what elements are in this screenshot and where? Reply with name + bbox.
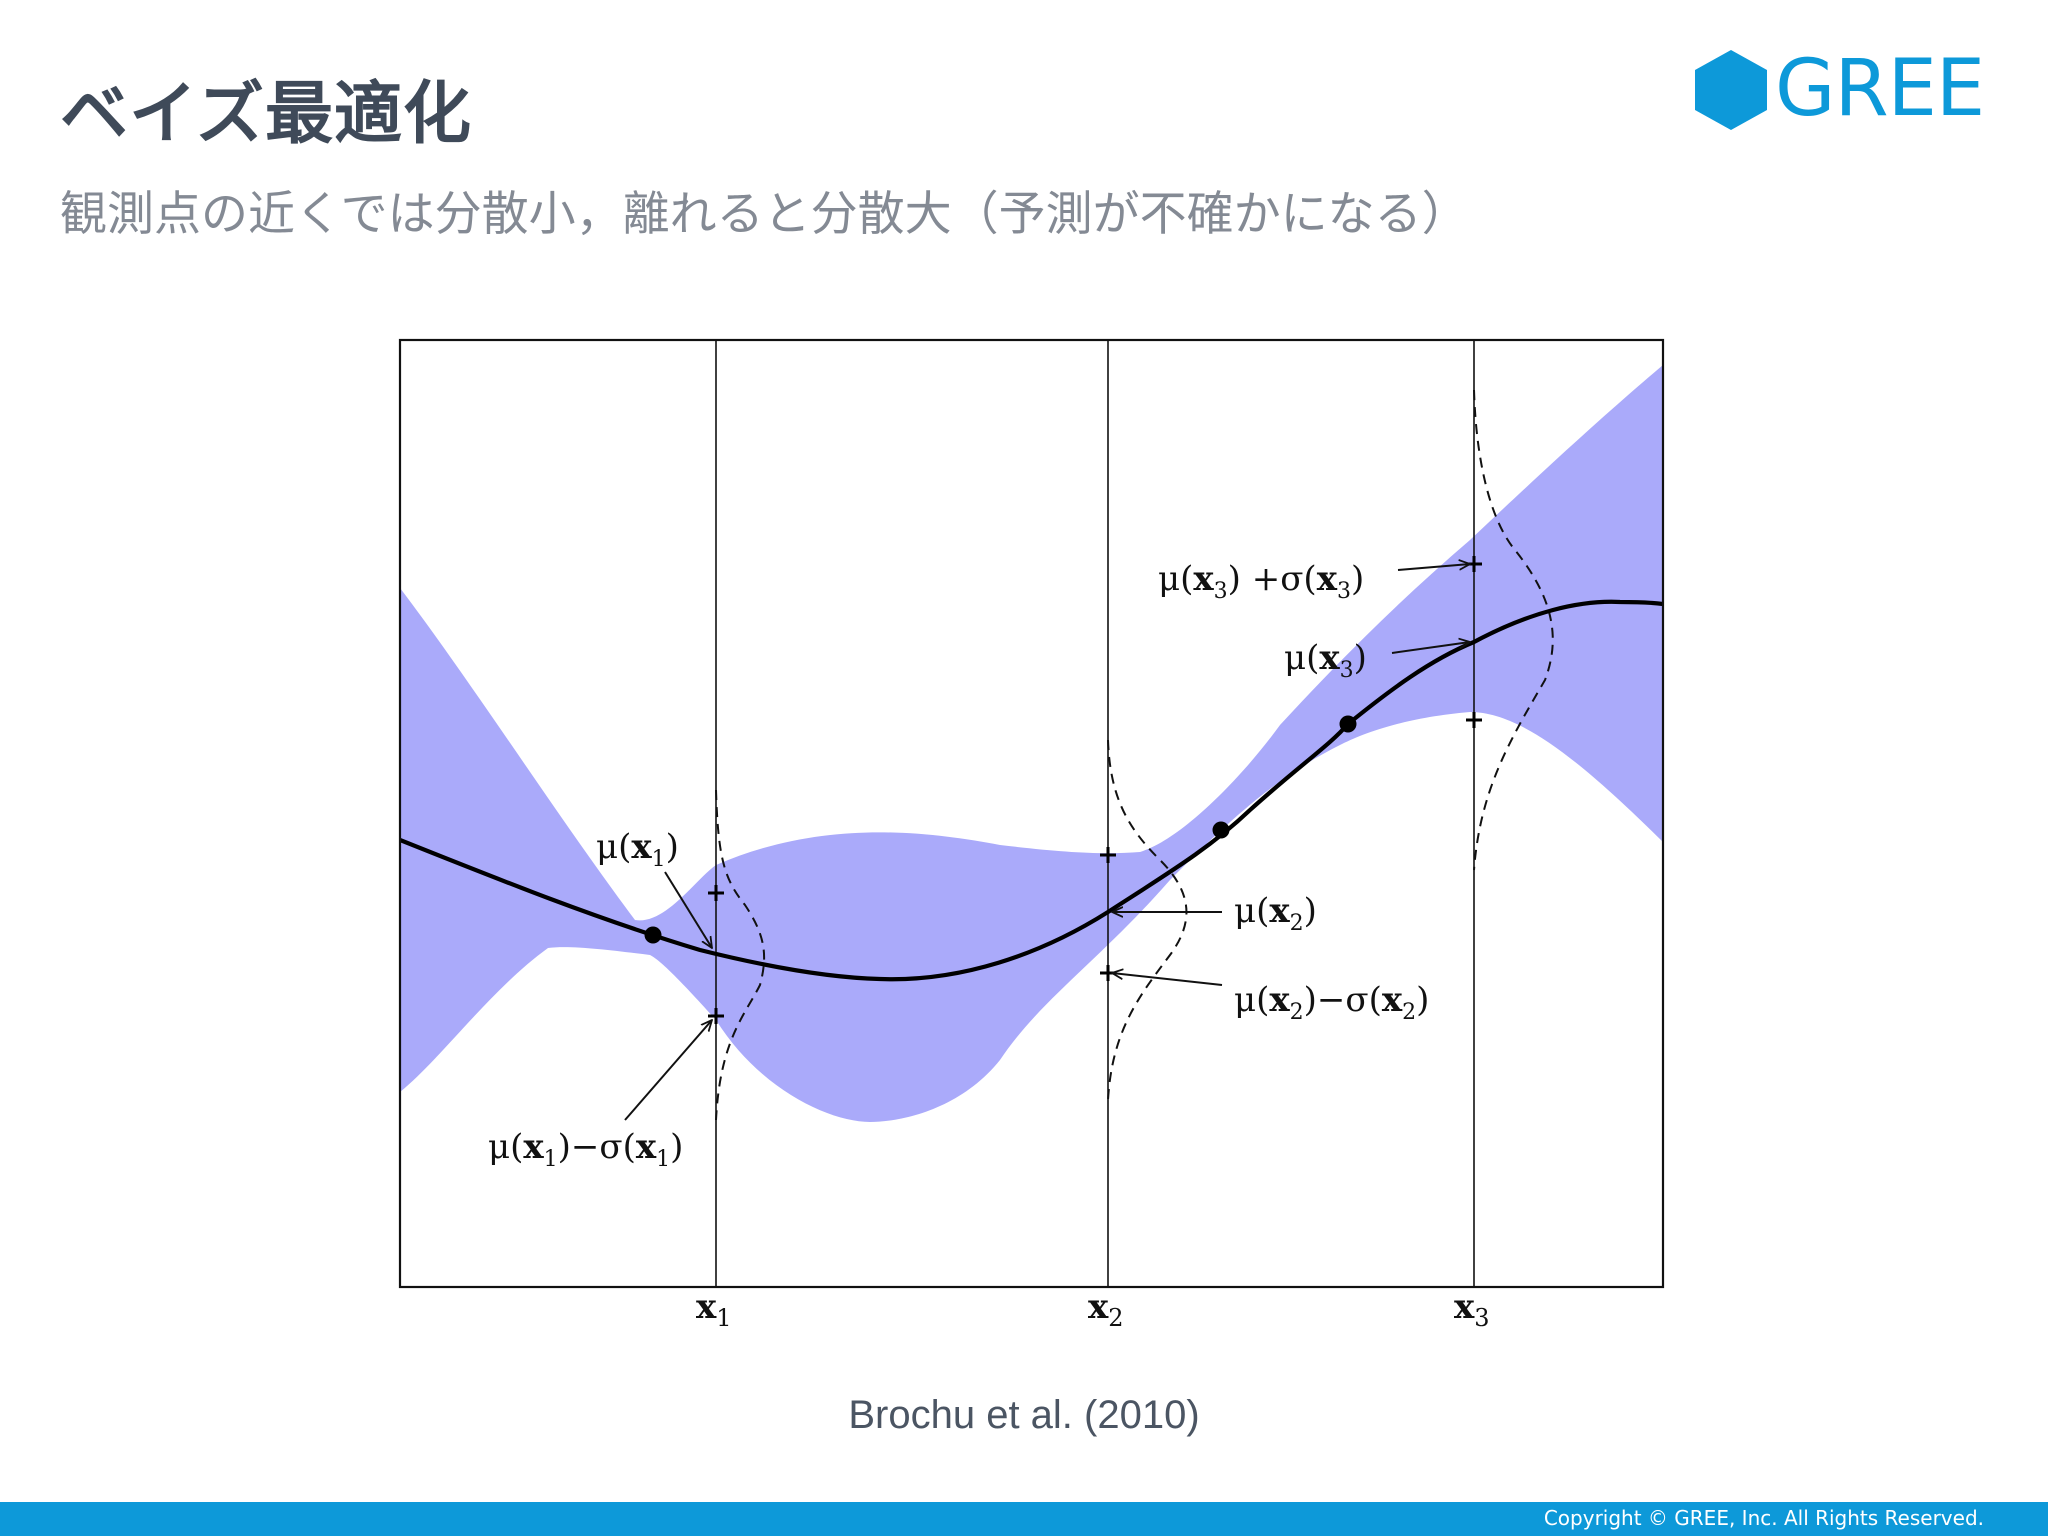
label-mu-x2: μ(x2) [1234,891,1317,936]
logo-text: GREE [1775,44,1985,134]
arrow-mu-x2-minus [1112,973,1223,986]
slide-title: ベイズ最適化 [60,75,472,154]
figure-caption: Brochu et al. (2010) [848,1393,1200,1437]
plot-frame [398,338,1665,1289]
arrow-mu-x3 [1391,642,1470,654]
tick-label-x3: x3 [1454,1287,1490,1332]
arrow-mu-x1-minus [624,1020,712,1121]
plus-marker [708,885,724,901]
arrow-mu-x3-plus [1397,564,1470,571]
slide-subtitle: 観測点の近くでは分散小，離れると分散大（予測が不確かになる） [60,187,1469,242]
hexagon-logo-icon [1695,50,1767,130]
tick-label-x1: x1 [696,1287,732,1332]
gree-logo: GREE [1695,44,1990,134]
label-mu-x2-minus-sigma: μ(x2)−σ(x2) [1234,980,1429,1025]
annotation-arrows [624,564,1470,1121]
posterior-mean-curve [400,599,1663,982]
copyright-text: Copyright © GREE, Inc. All Rights Reserv… [1543,1506,1984,1530]
footer-bar: Copyright © GREE, Inc. All Rights Reserv… [0,1502,2048,1536]
label-mu-x3: μ(x3) [1284,638,1367,683]
observed-point [1212,821,1230,839]
observed-point [1339,715,1357,733]
gaussian-x2 [1107,739,1188,1101]
label-mu-x3-plus-sigma: μ(x3) +σ(x3) [1158,559,1364,604]
arrow-mu-x1 [664,871,712,948]
gaussian-x3 [1473,389,1554,871]
plus-marker [1466,712,1482,728]
label-mu-x1-minus-sigma: μ(x1)−σ(x1) [488,1127,683,1172]
observed-point [644,926,662,944]
label-mu-x1: μ(x1) [596,827,679,872]
tick-label-x2: x2 [1088,1287,1124,1332]
gaussian-x1 [715,789,766,1121]
plus-marker [1100,847,1116,863]
plus-marker [708,1008,724,1024]
